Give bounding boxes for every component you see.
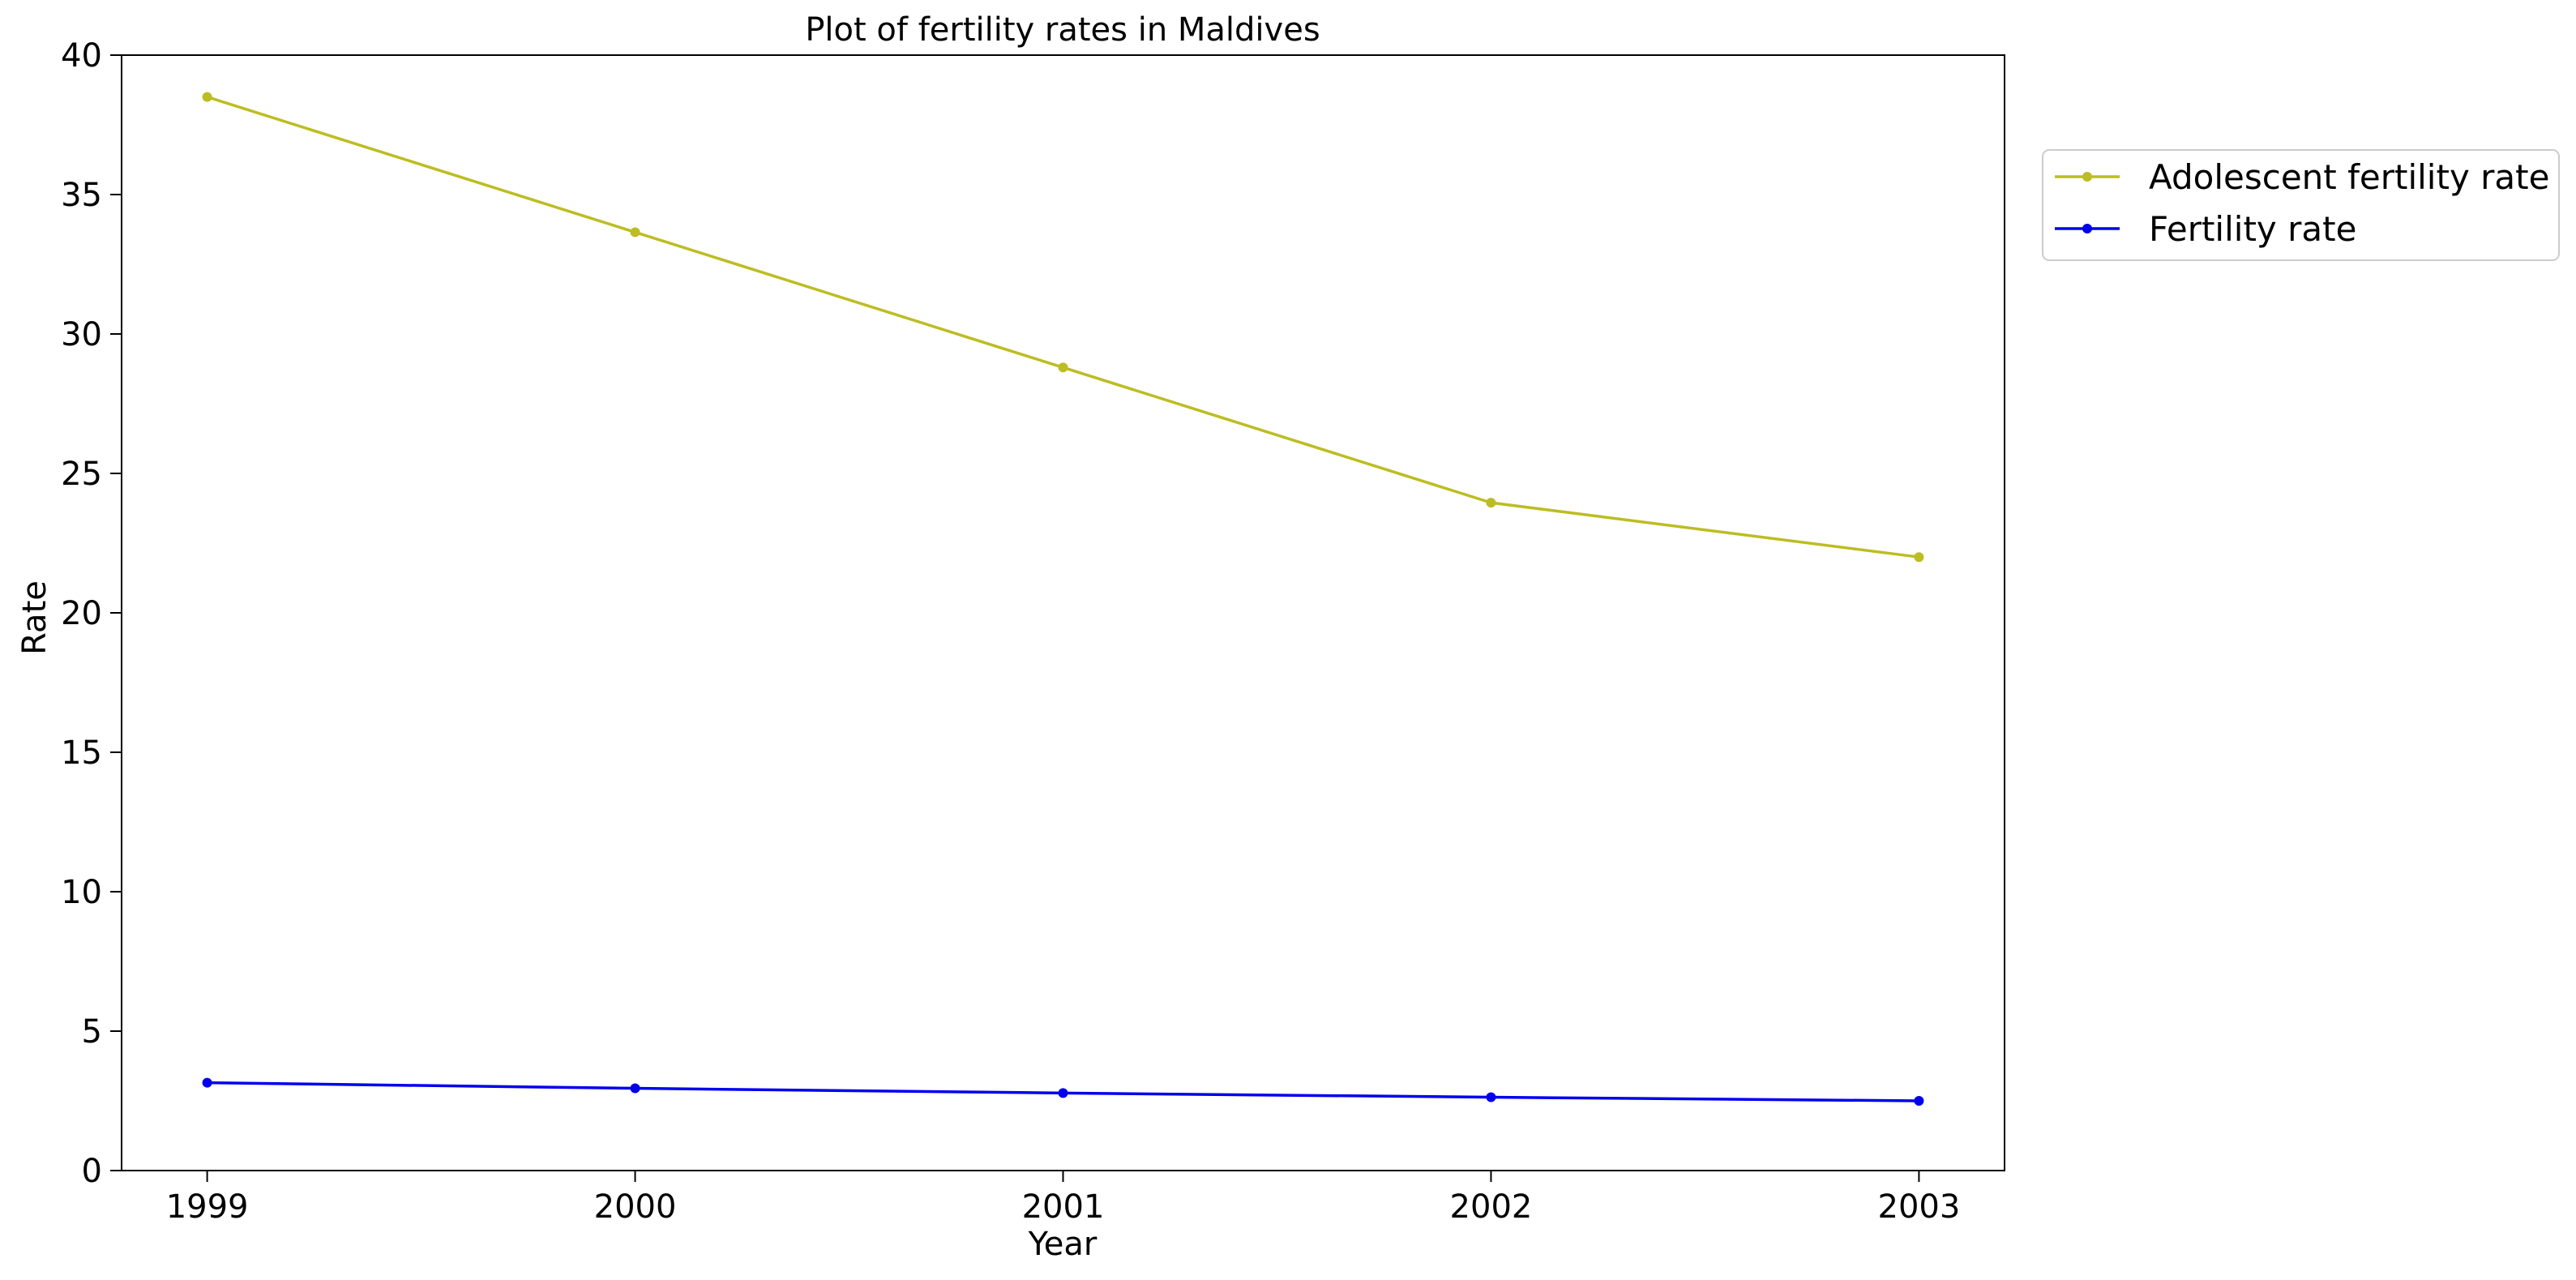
data-point — [1058, 1088, 1068, 1098]
x-tick-label: 2002 — [1450, 1188, 1533, 1226]
y-tick-label: 10 — [61, 874, 102, 911]
y-tick-label: 20 — [61, 595, 102, 632]
legend-label: Fertility rate — [2149, 209, 2356, 249]
y-axis-ticks: 0 5 10 15 20 25 30 35 40 — [61, 37, 122, 1190]
x-tick-label: 1999 — [166, 1188, 249, 1226]
y-tick-label: 5 — [82, 1013, 102, 1051]
legend-entries: Adolescent fertility rate Fertility rate — [2055, 157, 2549, 249]
legend-swatch-marker — [2082, 172, 2092, 182]
y-tick-label: 40 — [61, 37, 102, 75]
x-axis-ticks: 1999 2000 2001 2002 2003 — [166, 1171, 1961, 1226]
plot-area — [121, 54, 2005, 1171]
legend-frame — [2042, 149, 2560, 261]
legend-swatch-marker — [2082, 224, 2092, 233]
y-axis-label: Rate — [16, 580, 53, 655]
legend-label: Adolescent fertility rate — [2149, 157, 2549, 197]
data-point — [202, 1077, 212, 1088]
legend: Adolescent fertility rate Fertility rate — [2042, 149, 2560, 261]
y-tick-label: 15 — [61, 734, 102, 772]
y-tick-label: 25 — [61, 456, 102, 493]
x-axis-label: Year — [1028, 1226, 1098, 1263]
data-point — [1486, 1092, 1496, 1102]
y-tick-label: 35 — [61, 177, 102, 214]
y-tick-label: 0 — [82, 1153, 102, 1190]
x-tick-label: 2001 — [1022, 1188, 1105, 1226]
data-point — [1486, 498, 1496, 508]
data-point — [630, 1083, 640, 1094]
chart-title: Plot of fertility rates in Maldives — [805, 11, 1320, 49]
data-point — [1914, 1096, 1924, 1106]
series-layer — [202, 92, 1924, 1106]
x-tick-label: 2003 — [1878, 1188, 1961, 1226]
data-point — [630, 227, 640, 238]
y-tick-label: 30 — [61, 316, 102, 353]
data-point — [202, 92, 212, 102]
data-point — [1058, 362, 1068, 373]
data-point — [1914, 552, 1924, 563]
x-tick-label: 2000 — [594, 1188, 677, 1226]
